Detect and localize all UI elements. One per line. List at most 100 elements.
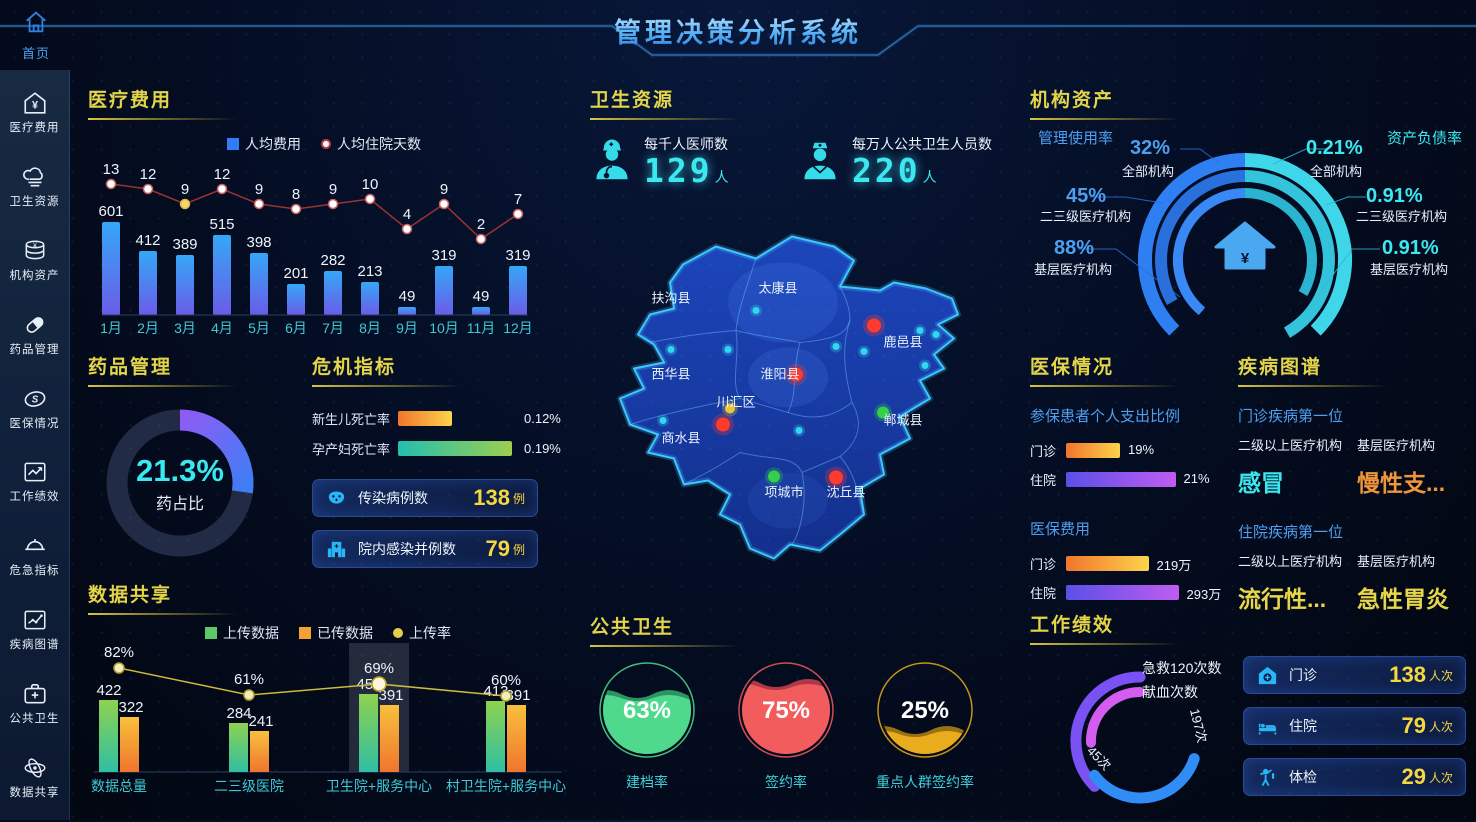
upload-bar-村卫生院+服务中心[interactable] (486, 701, 505, 772)
district-label-沈丘县[interactable]: 沈丘县 (826, 485, 865, 500)
sidebar-item-10[interactable]: 数据共享 (10, 755, 60, 800)
district-label-鹿邑县[interactable]: 鹿邑县 (883, 335, 922, 350)
upload-bar-二三级医院[interactable] (229, 723, 248, 772)
line-point-4月[interactable] (216, 183, 228, 195)
sidebar-item-9[interactable]: 公共卫生 (10, 681, 60, 726)
sidebar-item-7[interactable]: 危急指标 (10, 533, 60, 578)
legend-item[interactable]: 上传率 (393, 623, 451, 643)
sidebar-item-5[interactable]: S 医保情况 (10, 386, 60, 431)
map-point-red[interactable] (716, 417, 730, 432)
bar-2月[interactable] (139, 251, 157, 315)
performance-arc[interactable] (1070, 671, 1146, 792)
rate-bar[interactable] (398, 410, 516, 426)
sidebar-item-6[interactable]: 工作绩效 (10, 459, 60, 504)
bar-8月[interactable] (361, 282, 379, 315)
bar-4月[interactable] (213, 235, 231, 315)
line-point-5月[interactable] (253, 198, 265, 210)
insurance-bar[interactable]: 293万 (1066, 585, 1221, 602)
liquid-gauge-3[interactable]: 25% (875, 660, 975, 765)
donut-arc[interactable] (179, 409, 254, 494)
bar-7月[interactable] (324, 271, 342, 315)
map-point-cyan[interactable] (795, 427, 803, 434)
disease-name[interactable]: 急性胃炎 (1357, 586, 1449, 612)
nav-home[interactable]: 首页 (10, 8, 62, 62)
line-point-6月[interactable] (290, 203, 302, 215)
bar-9月[interactable] (398, 307, 416, 315)
disease-name[interactable]: 慢性支... (1357, 470, 1446, 496)
line-point-3月[interactable] (179, 198, 191, 210)
upload-bar-卫生院+服务中心[interactable] (359, 694, 378, 772)
performance-arc[interactable] (1089, 753, 1200, 804)
legend-item[interactable]: 上传数据 (205, 623, 279, 643)
district-label-扶沟县[interactable]: 扶沟县 (651, 291, 690, 306)
bar-3月[interactable] (176, 255, 194, 315)
sidebar-item-4[interactable]: 药品管理 (10, 312, 60, 357)
liquid-gauge-2[interactable]: 75% (736, 660, 836, 765)
assets-gauge-chart[interactable]: ¥ (1030, 85, 1476, 347)
bar-6月[interactable] (287, 284, 305, 315)
sent-bar-数据总量[interactable] (120, 717, 139, 772)
rate-bar[interactable] (398, 440, 516, 456)
map-point-green[interactable] (768, 470, 780, 483)
upload-bar-数据总量[interactable] (99, 700, 118, 772)
rate-point[interactable] (243, 689, 255, 701)
district-label-西华县[interactable]: 西华县 (651, 367, 690, 382)
district-label-太康县[interactable]: 太康县 (758, 281, 797, 296)
gauge-arc[interactable] (1155, 170, 1246, 305)
gauge-arc[interactable] (1244, 188, 1317, 296)
gauge-arc[interactable] (1173, 188, 1246, 316)
gauge-arc[interactable] (1244, 153, 1352, 336)
insurance-bar[interactable]: 21% (1066, 471, 1216, 487)
sidebar-item-1[interactable]: ¥ 医疗费用 (10, 90, 60, 135)
district-label-郸城县[interactable]: 郸城县 (883, 413, 922, 428)
sidebar-item-2[interactable]: 卫生资源 (10, 164, 60, 209)
district-label-商水县[interactable]: 商水县 (661, 431, 700, 446)
legend-item-line[interactable]: 人均住院天数 (321, 134, 421, 154)
district-label-淮阳县[interactable]: 淮阳县 (760, 367, 799, 382)
map-point-cyan[interactable] (921, 362, 929, 369)
liquid-gauge-1[interactable]: 63% (597, 660, 697, 765)
bar-10月[interactable] (435, 266, 453, 315)
line-point-7月[interactable] (327, 198, 339, 210)
insurance-bar[interactable]: 219万 (1066, 556, 1216, 573)
map-point-red[interactable] (789, 367, 803, 382)
disease-name[interactable]: 流行性... (1238, 586, 1327, 612)
map-shape[interactable] (617, 233, 961, 562)
drug-ratio-donut-chart[interactable]: 21.3% 药占比 (88, 391, 274, 573)
bar-1月[interactable] (102, 222, 120, 315)
line-point-10月[interactable] (438, 198, 450, 210)
gauge-arc[interactable] (1138, 153, 1246, 336)
insurance-bar[interactable]: 19% (1066, 442, 1216, 458)
rate-point[interactable] (113, 662, 125, 674)
rate-point[interactable] (500, 690, 512, 702)
map-point-red[interactable] (829, 470, 843, 485)
map-point-cyan[interactable] (659, 417, 667, 424)
sent-bar-村卫生院+服务中心[interactable] (507, 705, 526, 772)
disease-name[interactable]: 感冒 (1238, 470, 1284, 496)
line-point-11月[interactable] (475, 233, 487, 245)
data-share-chart[interactable]: 422322数据总量284241二三级医院458391卫生院+服务中心41339… (88, 643, 568, 817)
map-point-cyan[interactable] (932, 331, 940, 338)
line-point-12月[interactable] (512, 208, 524, 220)
legend-item[interactable]: 已传数据 (299, 623, 373, 643)
district-label-川汇区[interactable]: 川汇区 (716, 395, 755, 410)
map-point-cyan[interactable] (752, 307, 760, 314)
bar-11月[interactable] (472, 307, 490, 315)
sidebar-item-8[interactable]: 疾病图谱 (10, 607, 60, 652)
map-point-green[interactable] (877, 406, 889, 419)
map-point-cyan[interactable] (916, 327, 924, 334)
map-point-cyan[interactable] (860, 348, 868, 355)
sent-bar-卫生院+服务中心[interactable] (380, 705, 399, 772)
performance-arc[interactable] (1085, 687, 1145, 748)
legend-item-bar[interactable]: 人均费用 (227, 134, 301, 154)
sidebar-item-3[interactable]: ¥ 机构资产 (10, 238, 60, 283)
map-point-cyan[interactable] (724, 346, 732, 353)
bar-5月[interactable] (250, 253, 268, 315)
rate-point[interactable] (371, 676, 387, 692)
bar-12月[interactable] (509, 266, 527, 315)
sent-bar-二三级医院[interactable] (250, 731, 269, 772)
medical-cost-chart[interactable]: 6011月4122月3893月5154月3985月2016月2827月2138月… (88, 154, 560, 354)
performance-rings-chart[interactable] (1045, 646, 1245, 818)
gauge-arc[interactable] (1244, 170, 1335, 338)
